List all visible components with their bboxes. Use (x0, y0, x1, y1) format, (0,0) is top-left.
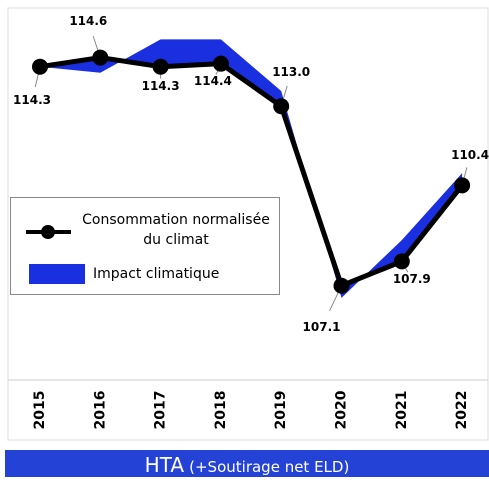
banner-title: HTA (144, 453, 185, 477)
banner: HTA (+Soutirage net ELD) (5, 450, 489, 477)
legend-item: Consommation normalisée du climat (11, 210, 271, 250)
point (393, 253, 410, 270)
point (333, 277, 350, 294)
data-label: 114.3 (142, 79, 180, 93)
data-label: 114.6 (69, 14, 107, 28)
x-tick-label: 2019 (273, 391, 289, 430)
point (32, 58, 48, 75)
banner-subtitle: (+Soutirage net ELD) (189, 458, 350, 476)
x-tick-label: 2016 (92, 391, 108, 430)
legend-line-icon (26, 225, 71, 239)
data-label: 114.4 (194, 74, 232, 88)
x-tick-label: 2015 (32, 391, 48, 430)
data-label: 110.4 (451, 148, 489, 162)
legend: Consommation normalisée du climat Impact… (10, 197, 280, 295)
impact-area (40, 39, 463, 298)
data-label: 107.9 (393, 272, 431, 286)
point (92, 49, 109, 66)
x-tick-label: 2018 (213, 391, 229, 430)
legend-area-icon (29, 264, 85, 284)
x-tick-label: 2020 (334, 390, 350, 429)
legend-label: Impact climatique (93, 266, 220, 282)
legend-item: Impact climatique (11, 262, 219, 286)
x-tick-label: 2022 (454, 391, 470, 430)
x-tick-label: 2021 (394, 391, 410, 430)
point (273, 98, 290, 115)
legend-label: Consommation normalisée du climat (82, 212, 270, 248)
data-label: 114.3 (13, 93, 51, 107)
point (212, 55, 229, 72)
x-tick-label: 2017 (153, 391, 169, 430)
point (152, 58, 169, 75)
point (454, 177, 471, 194)
data-label: 107.1 (303, 320, 341, 334)
data-label: 113.0 (272, 65, 310, 79)
line (39, 55, 465, 289)
